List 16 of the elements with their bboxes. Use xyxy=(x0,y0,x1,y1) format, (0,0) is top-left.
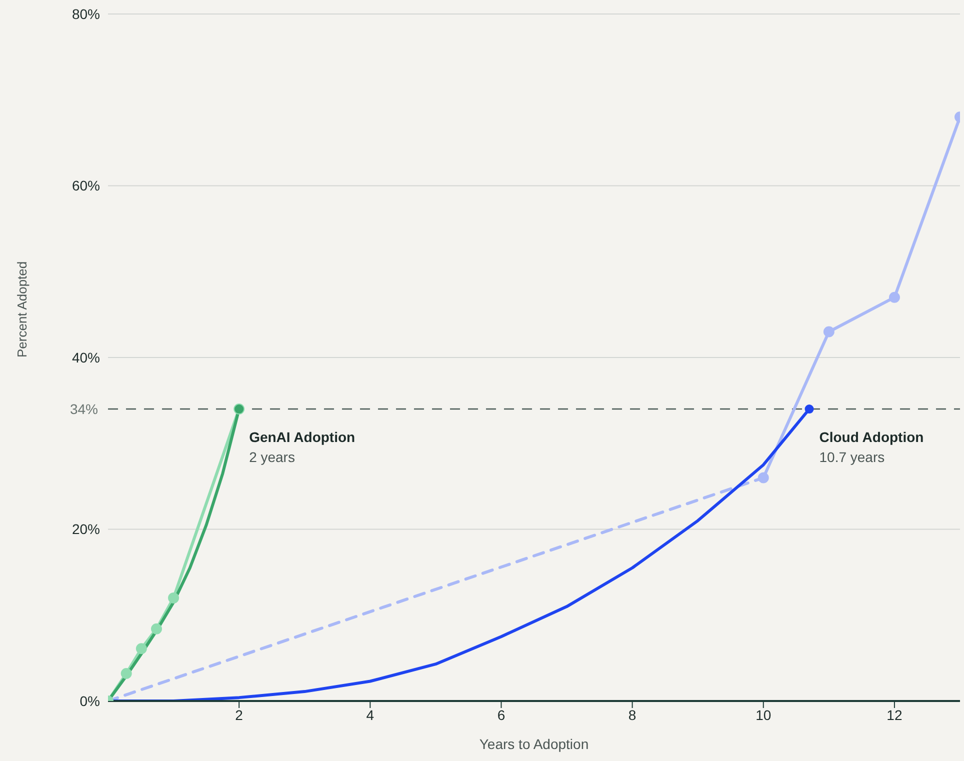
annotation: GenAI Adoption 2 years xyxy=(249,429,356,466)
x-tick-label: 6 xyxy=(497,706,506,723)
x-tick-label: 12 xyxy=(886,706,902,723)
annotation: Cloud Adoption 10.7 years xyxy=(819,429,924,466)
ref-line-label: 34% xyxy=(70,400,98,417)
x-tick-label: 2 xyxy=(235,706,244,723)
x-tick-label: 10 xyxy=(756,706,772,723)
y-tick-label: 60% xyxy=(72,178,100,194)
y-tick-label: 0% xyxy=(80,692,100,709)
y-tick-label: 80% xyxy=(72,6,100,22)
y-tick-label: 20% xyxy=(72,521,100,538)
y-axis-title: Percent Adopted xyxy=(14,261,30,358)
y-tick-label: 40% xyxy=(72,349,100,366)
x-tick-label: 8 xyxy=(628,706,636,723)
x-tick-label: 4 xyxy=(366,706,374,723)
x-axis-title: Years to Adoption xyxy=(479,736,589,752)
